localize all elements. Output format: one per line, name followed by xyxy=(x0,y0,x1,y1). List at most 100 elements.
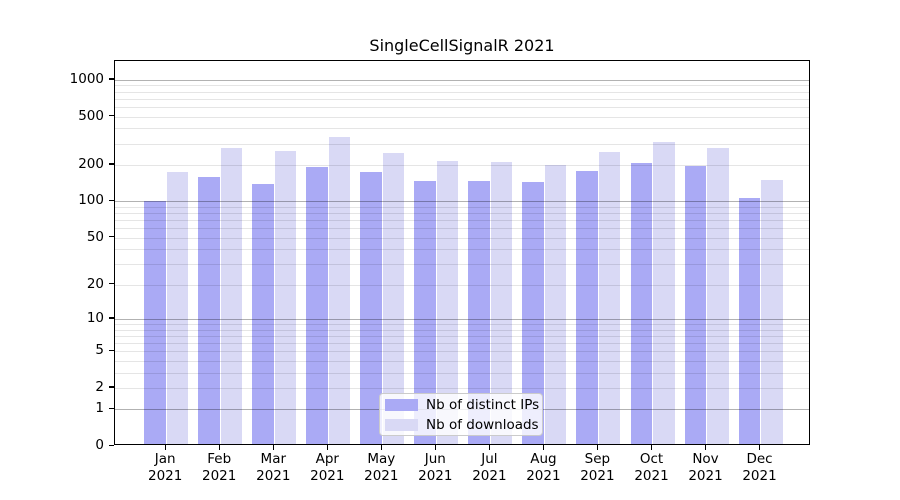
grid-layer xyxy=(115,61,809,444)
bar-distinct-ips-nov xyxy=(684,165,706,444)
gridline xyxy=(115,360,809,362)
gridline xyxy=(115,91,809,93)
gridline xyxy=(115,164,809,166)
legend-label-distinct-ips: Nb of distinct IPs xyxy=(426,396,540,413)
gridline xyxy=(115,85,809,87)
y-axis-tick-label: 10 xyxy=(86,309,104,326)
bar-distinct-ips-feb xyxy=(198,176,220,444)
y-axis-tick-label: 5 xyxy=(95,342,104,358)
bar-downloads-mar xyxy=(274,150,297,444)
legend: Nb of distinct IPs Nb of downloads xyxy=(379,393,543,436)
y-axis-tick-label: 1 xyxy=(95,400,104,417)
y-axis-tick-mark xyxy=(109,78,114,80)
x-axis-tick-mark xyxy=(326,445,329,450)
x-axis-tick-mark xyxy=(218,445,220,450)
legend-item-downloads: Nb of downloads xyxy=(385,416,542,434)
gridline xyxy=(115,318,809,320)
x-axis-tick-mark xyxy=(164,445,166,450)
legend-swatch-distinct-ips xyxy=(385,398,418,411)
bar-distinct-ips-may xyxy=(360,172,382,444)
gridline xyxy=(115,351,809,352)
x-axis-month-label: Jul 2021 xyxy=(472,451,507,484)
bar-distinct-ips-sep xyxy=(576,171,598,444)
gridline xyxy=(115,201,809,203)
plot-area xyxy=(114,60,810,445)
x-axis-tick-mark xyxy=(272,445,275,450)
x-axis-tick-mark xyxy=(488,445,491,450)
bar-downloads-sep xyxy=(598,152,621,444)
y-axis-tick-mark xyxy=(109,163,114,165)
x-axis-month-label: May 2021 xyxy=(364,451,399,484)
gridline xyxy=(115,213,809,215)
x-axis-tick-mark xyxy=(596,445,599,450)
y-axis-tick-label: 500 xyxy=(78,107,104,124)
bar-distinct-ips-aug xyxy=(522,182,544,444)
y-axis-tick-label: 50 xyxy=(86,228,104,245)
x-axis-month-label: Jun 2021 xyxy=(418,451,453,484)
y-axis-tick-mark xyxy=(109,349,114,351)
bar-distinct-ips-oct xyxy=(630,162,652,444)
bar-downloads-apr xyxy=(328,137,351,444)
gridline xyxy=(115,342,809,344)
y-axis-tick-mark xyxy=(109,199,114,202)
bar-downloads-jul xyxy=(490,161,513,444)
gridline xyxy=(115,372,809,374)
gridline xyxy=(115,228,809,230)
y-axis-tick-mark xyxy=(109,407,114,410)
y-axis-tick-mark xyxy=(109,317,114,319)
gridline xyxy=(115,284,809,286)
x-axis-tick-mark xyxy=(759,445,761,450)
y-axis-tick-label: 0 xyxy=(95,437,104,453)
x-axis-month-label: Mar 2021 xyxy=(256,451,291,484)
gridline xyxy=(115,387,809,389)
y-axis-tick-label: 1000 xyxy=(69,70,104,87)
gridline xyxy=(115,324,809,325)
gridline xyxy=(115,237,809,239)
x-axis-tick-mark xyxy=(705,445,707,450)
x-axis-month-label: Apr 2021 xyxy=(310,451,345,484)
legend-swatch-downloads xyxy=(385,418,418,431)
gridline xyxy=(115,143,809,145)
bar-distinct-ips-jan xyxy=(144,201,166,444)
y-axis-tick-mark xyxy=(109,386,114,388)
x-axis-month-label: Dec 2021 xyxy=(742,451,777,484)
x-axis-tick-mark xyxy=(542,445,545,450)
bar-distinct-ips-mar xyxy=(252,183,274,444)
x-axis-tick-mark xyxy=(434,445,437,450)
bar-distinct-ips-jul xyxy=(468,181,490,444)
bar-downloads-aug xyxy=(544,165,567,444)
gridline xyxy=(115,220,809,222)
bar-downloads-nov xyxy=(707,148,729,444)
x-axis-tick-mark xyxy=(651,445,653,450)
bar-downloads-oct xyxy=(653,142,675,444)
gridline xyxy=(115,249,809,251)
bar-downloads-jan xyxy=(166,171,189,444)
bar-downloads-feb xyxy=(220,148,243,444)
bar-distinct-ips-apr xyxy=(306,167,328,444)
y-axis-tick-label: 100 xyxy=(78,192,104,209)
gridline xyxy=(115,98,809,100)
legend-item-distinct-ips: Nb of distinct IPs xyxy=(385,396,542,414)
gridline xyxy=(115,116,809,118)
x-axis-month-label: Nov 2021 xyxy=(688,451,723,484)
y-axis-tick-mark xyxy=(109,115,114,117)
gridline xyxy=(115,335,809,337)
y-axis-tick-mark xyxy=(109,236,114,238)
x-axis-month-label: Aug 2021 xyxy=(526,451,561,484)
gridline xyxy=(115,206,809,208)
y-axis-tick-label: 20 xyxy=(86,275,104,292)
bar-downloads-may xyxy=(382,152,405,444)
y-axis-tick-mark xyxy=(109,283,114,285)
x-axis-month-label: Oct 2021 xyxy=(634,451,669,484)
bar-downloads-jun xyxy=(436,161,459,444)
gridline xyxy=(115,106,809,108)
gridline xyxy=(115,79,809,81)
bar-downloads-dec xyxy=(761,180,783,444)
gridline xyxy=(115,329,809,331)
x-axis-month-label: Jan 2021 xyxy=(148,451,183,484)
bar-distinct-ips-jun xyxy=(414,180,436,444)
bar-distinct-ips-dec xyxy=(738,197,760,444)
legend-label-downloads: Nb of downloads xyxy=(426,416,539,433)
y-axis-tick-label: 200 xyxy=(78,155,104,172)
